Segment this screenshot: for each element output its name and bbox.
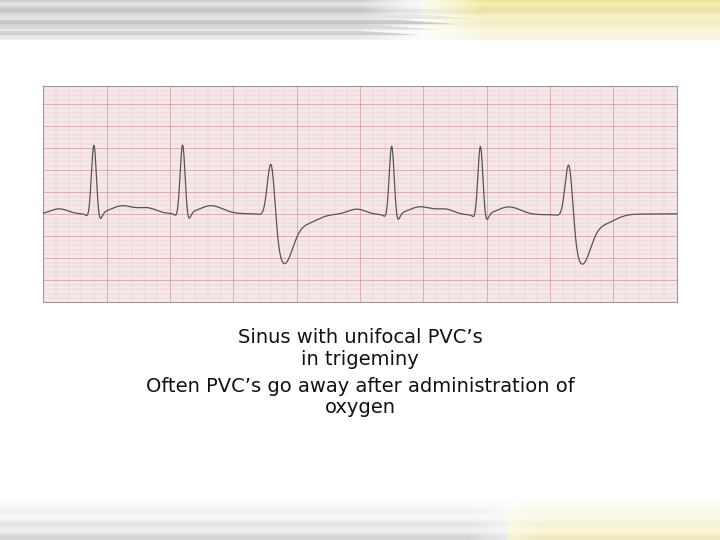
Polygon shape	[0, 25, 440, 30]
Polygon shape	[0, 31, 420, 35]
Text: Sinus with unifocal PVC’s: Sinus with unifocal PVC’s	[238, 328, 482, 347]
Polygon shape	[0, 20, 460, 24]
Text: in trigeminy: in trigeminy	[301, 349, 419, 369]
Polygon shape	[0, 9, 500, 14]
Polygon shape	[0, 15, 480, 19]
Text: oxygen: oxygen	[325, 398, 395, 417]
Text: Often PVC’s go away after administration of: Often PVC’s go away after administration…	[145, 376, 575, 396]
